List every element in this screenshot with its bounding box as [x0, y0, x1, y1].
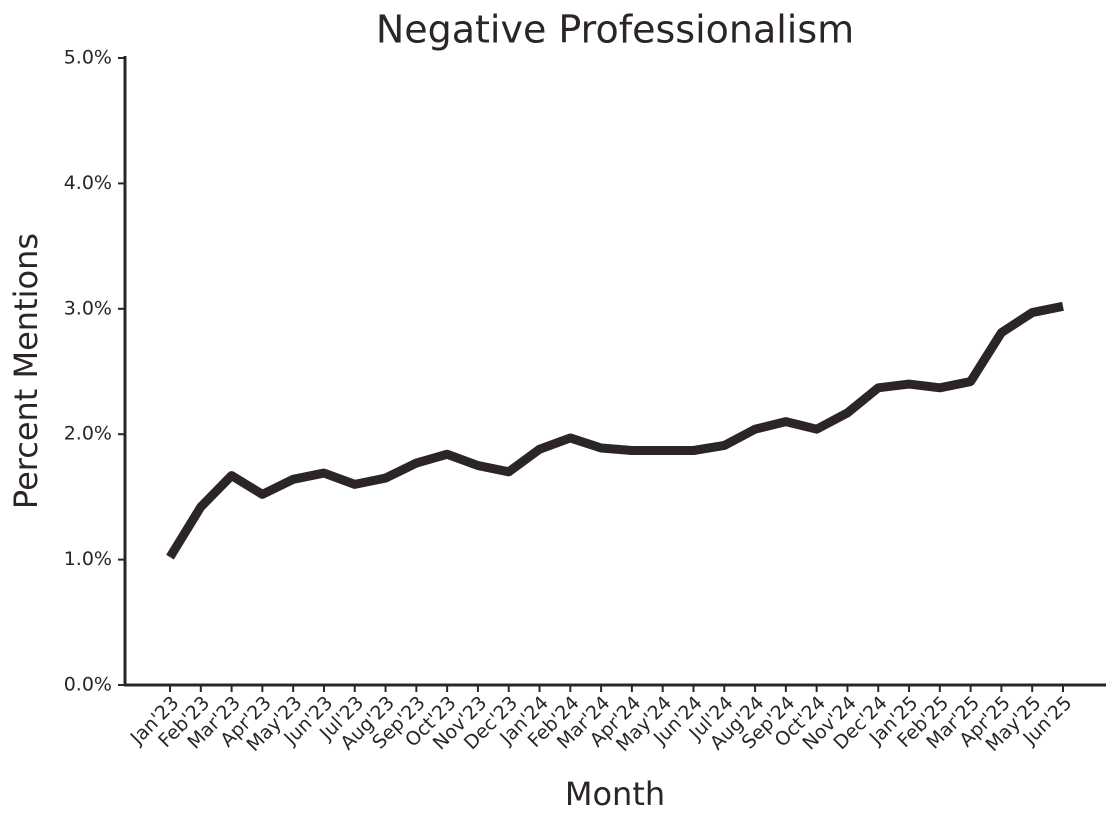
- chart-title: Negative Professionalism: [376, 8, 854, 52]
- y-tick-label: 3.0%: [64, 297, 112, 319]
- y-tick-label: 0.0%: [64, 674, 112, 696]
- line: [166, 301, 1064, 560]
- x-axis-title: Month: [565, 775, 665, 813]
- y-tick-label: 1.0%: [64, 548, 112, 570]
- y-tick-label: 2.0%: [64, 423, 112, 445]
- y-tick-label: 5.0%: [64, 47, 112, 69]
- y-tick-label: 4.0%: [64, 172, 112, 194]
- y-axis-title: Percent Mentions: [7, 233, 45, 509]
